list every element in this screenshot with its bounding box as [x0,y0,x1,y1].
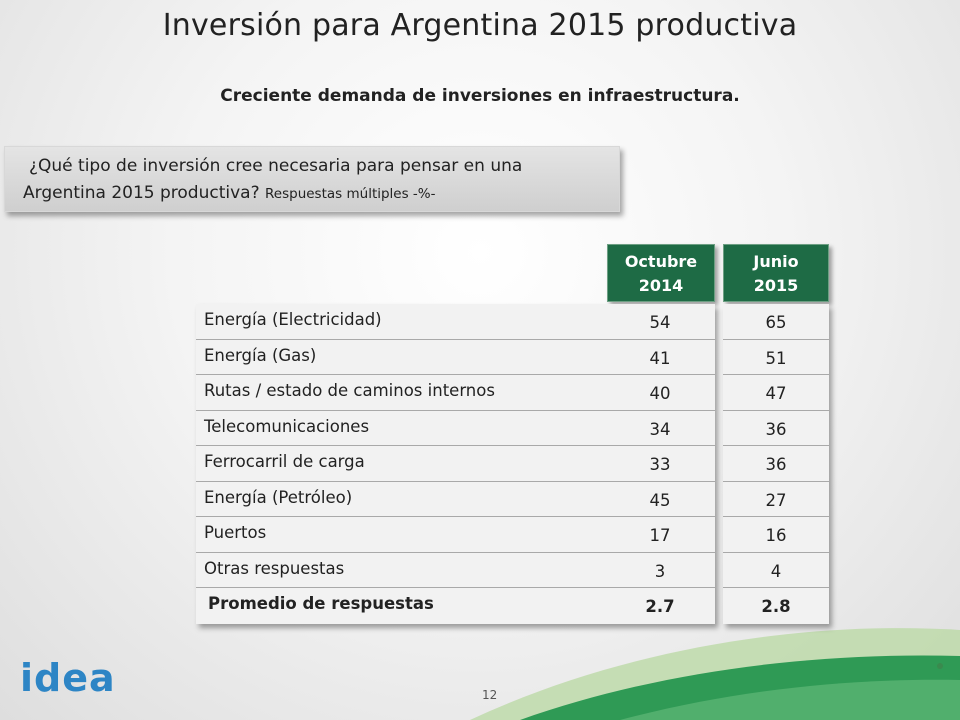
value-junio: 47 [765,384,787,403]
question-box: ¿Qué tipo de inversión cree necesaria pa… [4,146,620,212]
table-row: Ferrocarril de carga 33 [196,446,715,482]
table-labels-octubre: Energía (Electricidad) 54 Energía (Gas) 41… [196,304,715,624]
value-octubre: 41 [649,348,671,368]
table-cell: 47 [723,375,829,411]
table-cell: 4 [723,553,829,588]
value-octubre: 34 [649,419,671,439]
row-label: Otras respuestas [204,558,345,578]
value-octubre: 33 [649,455,671,474]
table-cell: 65 [723,304,829,340]
header-junio-year: 2015 [753,276,799,295]
value-junio: 65 [765,313,787,332]
row-label: Telecomunicaciones [204,416,370,436]
table-row: Energía (Electricidad) 54 [196,304,715,340]
table-column-junio: 65 51 47 36 36 27 16 4 2.8 [723,304,829,624]
header-junio-month: Junio [753,252,799,271]
question-line-2-text: Argentina 2015 productiva? [23,183,260,203]
table-row: Otras respuestas 3 [196,553,715,588]
table-cell: 51 [723,340,829,375]
value-junio: 4 [770,561,782,581]
value-octubre: 3 [654,561,666,581]
table-row: Rutas / estado de caminos internos 40 [196,375,715,411]
row-label: Rutas / estado de caminos internos [204,381,495,400]
value-junio: 16 [765,526,787,545]
value-octubre: 40 [649,384,671,403]
question-line-1: ¿Qué tipo de inversión cree necesaria pa… [29,156,523,176]
value-junio: 36 [765,455,787,474]
row-label: Energía (Gas) [204,345,317,365]
table-row: Energía (Petróleo) 45 [196,482,715,517]
value-octubre: 54 [649,313,671,332]
table-cell-average: 2.8 [723,588,829,624]
value-junio: 27 [765,490,787,510]
row-label: Ferrocarril de carga [204,452,365,471]
table-cell: 36 [723,446,829,482]
header-octubre-year: 2014 [638,276,684,295]
table-row: Energía (Gas) 41 [196,340,715,375]
header-octubre-2014: Octubre 2014 [607,244,715,302]
table-cell: 27 [723,482,829,517]
value-octubre: 2.7 [645,597,675,616]
table-row: Telecomunicaciones 34 [196,411,715,446]
header-octubre-month: Octubre [624,252,698,271]
value-junio: 36 [765,419,787,439]
row-label: Promedio de respuestas [208,594,434,613]
row-label: Energía (Electricidad) [204,310,382,329]
question-line-2: Argentina 2015 productiva? Respuestas mú… [23,180,609,208]
page-title: Inversión para Argentina 2015 productiva [162,8,798,43]
value-junio: 51 [765,348,787,368]
value-octubre: 45 [649,490,671,510]
header-junio-2015: Junio 2015 [723,244,829,302]
page-subtitle: Creciente demanda de inversiones en infr… [220,86,740,106]
row-label: Energía (Petróleo) [204,487,353,507]
table-cell: 16 [723,517,829,553]
question-note: Respuestas múltiples -%- [265,186,436,202]
table-row: Puertos 17 [196,517,715,553]
value-junio: 2.8 [761,597,791,616]
table-row-average: Promedio de respuestas 2.7 [196,588,715,624]
table-cell: 36 [723,411,829,446]
value-octubre: 17 [649,526,671,545]
row-label: Puertos [204,523,267,542]
idea-logo: idea [20,656,116,700]
page-number: 12 [482,688,498,702]
footer-swoosh [470,628,960,720]
